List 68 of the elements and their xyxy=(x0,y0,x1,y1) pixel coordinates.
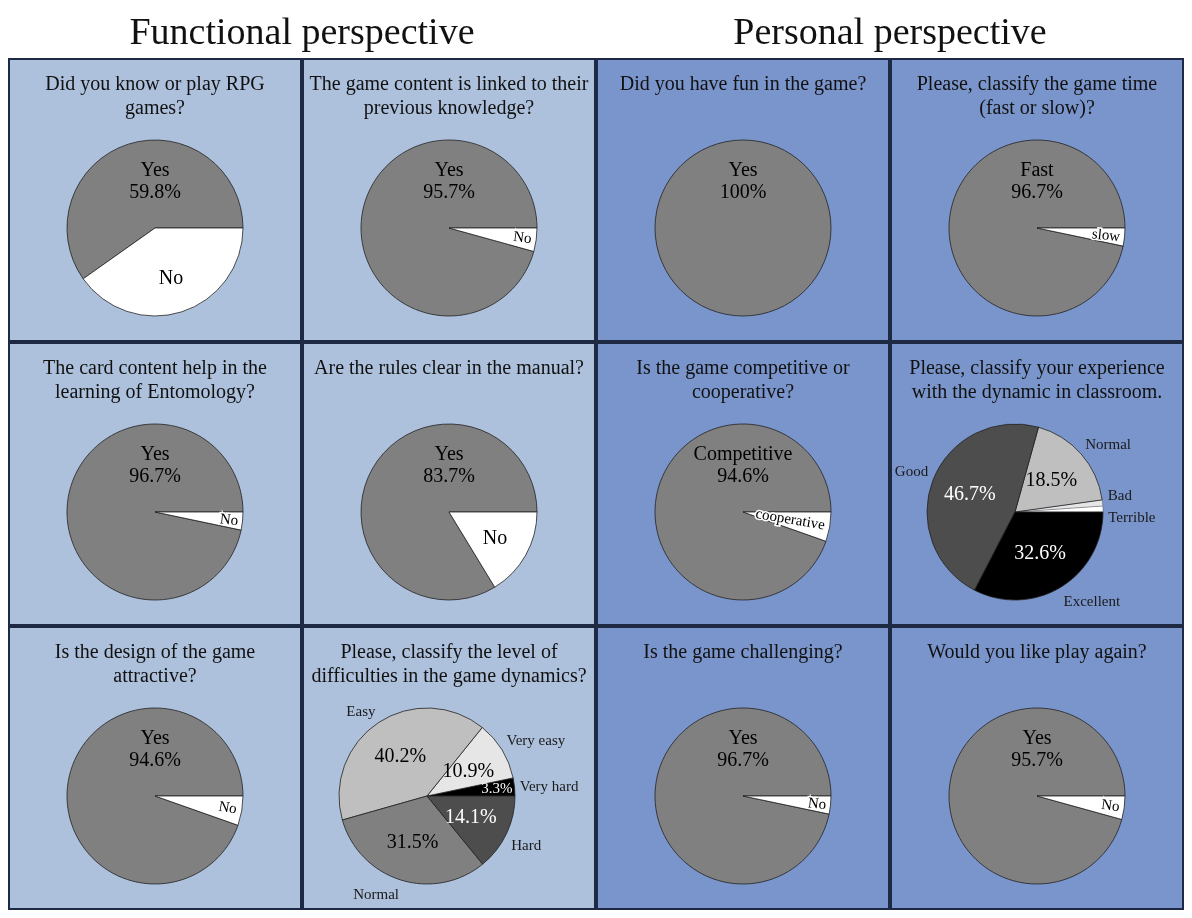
slice-label: No xyxy=(482,525,508,548)
data-label: 96.7% xyxy=(717,747,769,770)
text: Functional perspective xyxy=(129,10,475,52)
slice-label: Yes xyxy=(728,157,758,180)
slice-label: Yes xyxy=(140,725,170,748)
data-label: 94.6% xyxy=(129,747,181,770)
slice-label: cooperative xyxy=(754,505,827,533)
chart-title: Did you know or play RPG games? xyxy=(45,72,265,119)
pie-slice xyxy=(654,707,832,885)
slice-label: slow xyxy=(1091,225,1122,245)
pie-slice xyxy=(360,139,538,317)
data-label: 83.7% xyxy=(423,463,475,486)
slice-label: Yes xyxy=(140,157,170,180)
chart-title: The game content is linked to their previous knowledge? xyxy=(309,72,589,119)
data-label: 18.5% xyxy=(1025,468,1078,491)
slice-label: Normal xyxy=(1085,435,1131,452)
slice-label: Bad xyxy=(1107,486,1133,503)
data-label: 10.9% xyxy=(442,758,495,781)
chart-title: Please, classify the game time (fast or slow)? xyxy=(916,72,1158,119)
chart-title: Is the design of the game attractive? xyxy=(54,640,256,686)
pie-slice xyxy=(360,423,538,601)
pie-slice xyxy=(948,139,1126,317)
chart-title: Please, classify the level of difficulties in the game dynamics? xyxy=(311,640,587,687)
data-label: 46.7% xyxy=(944,482,996,505)
pie-slice xyxy=(948,707,1126,885)
data-label: 32.6% xyxy=(1014,541,1066,564)
slice-label: Yes xyxy=(1022,725,1052,748)
text: Personal perspective xyxy=(733,10,1047,52)
data-label: 100% xyxy=(719,179,767,202)
data-label: 95.7% xyxy=(1011,747,1063,770)
slice-label: Hard xyxy=(511,836,542,853)
chart-title: Would you like play again? xyxy=(927,640,1147,663)
slice-label: Very hard xyxy=(519,778,579,795)
slice-label: No xyxy=(1100,795,1121,815)
slice-label: Yes xyxy=(434,157,464,180)
chart-title: The card content help in the learning of Entomology? xyxy=(43,356,268,403)
slice-label: No xyxy=(512,227,533,247)
slice-label: Fast xyxy=(1020,157,1055,180)
data-label: 14.1% xyxy=(444,804,497,827)
slice-label: No xyxy=(158,266,184,289)
slice-label: Yes xyxy=(140,441,170,464)
chart-title: Please, classify your experience with the dynamic in classroom. xyxy=(909,356,1165,403)
chart-title: Are the rules clear in the manual? xyxy=(314,356,585,378)
slice-label: No xyxy=(807,794,827,813)
slice-label: Terrible xyxy=(1108,508,1156,525)
slice-label: Normal xyxy=(353,885,400,902)
data-label: 96.7% xyxy=(1011,179,1063,202)
data-label: 31.5% xyxy=(386,830,439,853)
slice-label: Easy xyxy=(346,703,377,720)
data-label: 59.8% xyxy=(129,179,181,202)
chart-title: Is the game competitive or cooperative? xyxy=(636,356,850,403)
slice-label: Yes xyxy=(728,725,758,748)
data-label: 96.7% xyxy=(129,463,181,486)
slice-label: Good xyxy=(894,462,929,479)
pie-slice xyxy=(66,423,244,601)
chart-title: Is the game challenging? xyxy=(643,640,843,663)
data-label: 40.2% xyxy=(374,743,427,766)
data-label: 3.3% xyxy=(481,780,513,797)
slice-label: No xyxy=(217,797,239,817)
chart-title: Did you have fun in the game? xyxy=(619,72,867,95)
slice-label: No xyxy=(219,510,239,529)
slice-label: Yes xyxy=(434,441,464,464)
pie-slice xyxy=(654,423,832,601)
slice-label: Excellent xyxy=(1063,592,1121,609)
slice-label: Competitive xyxy=(693,441,793,465)
slice-label: Very easy xyxy=(506,732,566,749)
data-label: 95.7% xyxy=(423,179,475,202)
pie-slice xyxy=(66,707,244,885)
